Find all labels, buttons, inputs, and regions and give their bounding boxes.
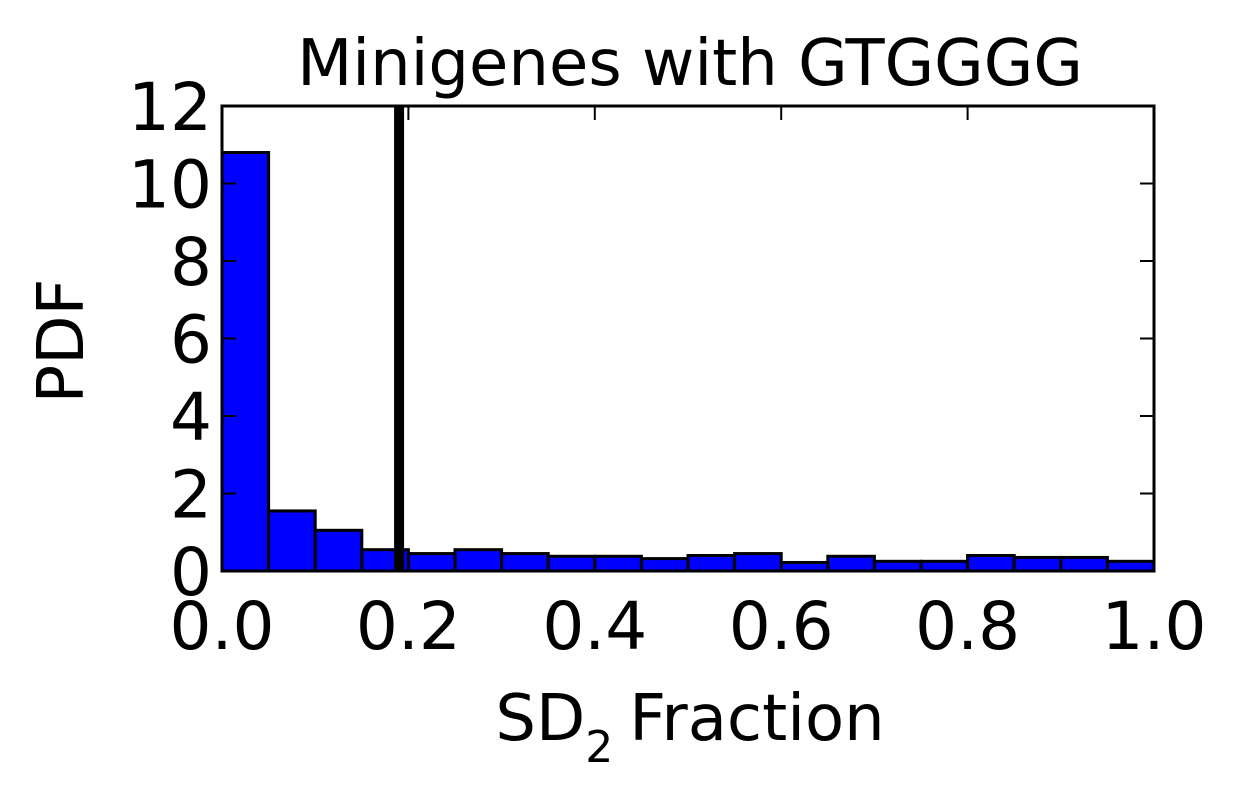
y-tick-label: 6: [170, 302, 212, 379]
histogram-bar: [220, 151, 271, 573]
x-tick-label: 0.6: [729, 588, 834, 665]
plot-area-frame: [220, 104, 1156, 573]
histogram-bar: [1059, 555, 1109, 573]
histogram-bar: [1012, 555, 1063, 573]
histogram-bar: [267, 509, 317, 573]
histogram-bar: [686, 554, 737, 573]
x-tick-label: 0.8: [915, 588, 1020, 665]
y-tick-label: 12: [128, 69, 212, 146]
histogram-bar: [593, 554, 643, 573]
x-tick-label: 0.0: [170, 588, 275, 665]
x-tick-label: 0.4: [542, 588, 647, 665]
histogram-bar: [453, 548, 504, 573]
x-tick-labels: 0.0 0.2 0.4 0.6 0.8 1.0: [170, 588, 1207, 665]
histogram-bar: [639, 557, 690, 573]
histogram-bar: [406, 552, 457, 573]
histogram-bar: [733, 552, 783, 573]
x-axis-label-subscript: 2: [585, 722, 613, 773]
y-tick-label: 10: [128, 147, 212, 224]
y-tick-label: 2: [170, 457, 212, 534]
y-tick-label: 0: [170, 534, 212, 611]
histogram-bar: [826, 554, 876, 573]
y-tick-label: 4: [170, 379, 212, 456]
axis-ticks: [221, 105, 1155, 572]
x-axis-label: SD2 Fraction: [495, 682, 884, 773]
histogram-bar: [966, 554, 1016, 573]
chart-title: Minigenes with GTGGGG: [297, 27, 1083, 101]
x-tick-label: 0.2: [356, 588, 461, 665]
x-tick-label: 1.0: [1102, 588, 1207, 665]
histogram-bars: [220, 151, 1156, 573]
histogram-bar: [313, 528, 364, 573]
y-tick-label: 8: [170, 224, 212, 301]
histogram-bar: [500, 552, 550, 573]
x-axis-label-main: SD: [495, 682, 585, 756]
y-axis-label: PDF: [25, 279, 99, 404]
x-axis-label-suffix: Fraction: [629, 682, 884, 756]
histogram-bar: [546, 554, 597, 573]
